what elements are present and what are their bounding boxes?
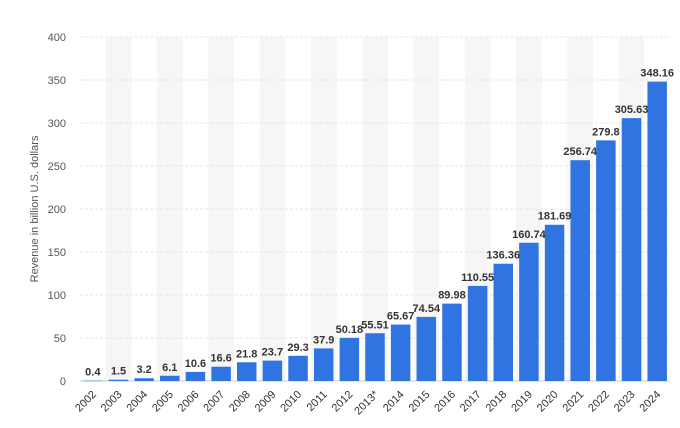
y-tick-label: 250 [48, 161, 66, 173]
y-axis-title: Revenue in billion U.S. dollars [29, 135, 41, 282]
bar [544, 224, 565, 381]
x-tick-label: 2003 [99, 389, 125, 415]
data-label: 23.7 [262, 347, 283, 359]
bar [570, 160, 590, 381]
bar [134, 378, 154, 381]
bar [185, 371, 206, 381]
bar [493, 263, 514, 381]
data-label: 16.6 [210, 353, 231, 365]
data-label: 279.8 [592, 126, 620, 138]
bar [647, 81, 667, 381]
x-tick-label: 2018 [484, 389, 510, 415]
x-tick-label: 2015 [407, 389, 433, 415]
y-tick-label: 300 [48, 118, 66, 130]
x-tick-label: 2013* [352, 388, 381, 417]
y-tick-label: 350 [48, 75, 66, 87]
x-tick-label: 2009 [253, 389, 279, 415]
x-tick-label: 2020 [535, 389, 561, 415]
bar [83, 380, 103, 382]
x-tick-label: 2012 [330, 389, 356, 415]
x-tick-label: 2010 [278, 389, 304, 415]
data-labels: 0.4 1.5 3.2 6.1 10.6 16.6 21.8 23.7 29.3 37.950.1… [85, 68, 674, 379]
data-label: 6.1 [162, 362, 177, 374]
data-label: 29.3 [287, 342, 308, 354]
data-label: 110.55 [461, 272, 494, 284]
data-label: 65.67 [387, 311, 415, 323]
x-tick-label: 2006 [176, 389, 202, 415]
bar [621, 118, 642, 381]
x-tick-label: 2021 [561, 389, 587, 415]
y-tick-label: 150 [48, 247, 66, 259]
bar [519, 242, 539, 381]
y-tick-label: 400 [48, 32, 66, 44]
data-label: 89.98 [438, 290, 466, 302]
bar [236, 362, 257, 381]
data-label: 10.6 [185, 358, 206, 370]
y-tick-label: 0 [60, 376, 66, 388]
x-tick-label: 2017 [458, 389, 484, 415]
bar [339, 337, 360, 381]
bar [211, 366, 231, 381]
bar [313, 348, 334, 381]
x-axis-ticks: 2002 2003 2004 2005 2006 2007 2008 2009 2010 2011… [73, 388, 663, 417]
bar [160, 375, 180, 381]
data-label: 21.8 [236, 348, 257, 360]
data-label: 348.16 [640, 68, 674, 80]
bar [390, 324, 411, 381]
x-tick-label: 2005 [150, 389, 176, 415]
x-tick-label: 2007 [201, 389, 227, 415]
data-label: 50.18 [336, 324, 364, 336]
x-tick-label: 2019 [509, 389, 535, 415]
x-tick-label: 2016 [432, 389, 458, 415]
y-tick-label: 100 [48, 290, 66, 302]
x-tick-label: 2008 [227, 389, 253, 415]
x-tick-label: 2011 [305, 389, 330, 414]
y-tick-label: 200 [48, 204, 66, 216]
data-label: 181.69 [538, 211, 572, 223]
bar [262, 360, 283, 381]
data-label: 1.5 [111, 366, 126, 378]
x-tick-label: 2004 [124, 389, 150, 415]
bar [365, 333, 385, 381]
bar [416, 316, 437, 381]
bar [442, 303, 462, 381]
x-tick-label: 2022 [586, 389, 612, 415]
bar [288, 355, 308, 381]
bar [596, 140, 616, 381]
x-tick-label: 2014 [381, 389, 407, 415]
data-label: 136.36 [486, 250, 520, 262]
data-label: 0.4 [85, 367, 101, 379]
bar [108, 379, 129, 381]
y-axis-ticks: 0 50 100 150 200 250 300 350 400 [48, 32, 66, 388]
data-label: 256.74 [563, 146, 598, 158]
data-label: 305.63 [615, 104, 649, 116]
data-label: 55.51 [361, 319, 389, 331]
data-label: 160.74 [512, 229, 547, 241]
x-tick-label: 2023 [612, 389, 638, 415]
x-tick-label: 2024 [637, 389, 663, 415]
bars [83, 81, 667, 382]
data-label: 74.54 [413, 303, 441, 315]
data-label: 37.9 [313, 334, 334, 346]
bar [467, 285, 488, 381]
data-label: 3.2 [136, 364, 151, 376]
x-tick-label: 2002 [73, 389, 99, 415]
y-tick-label: 50 [54, 333, 66, 345]
